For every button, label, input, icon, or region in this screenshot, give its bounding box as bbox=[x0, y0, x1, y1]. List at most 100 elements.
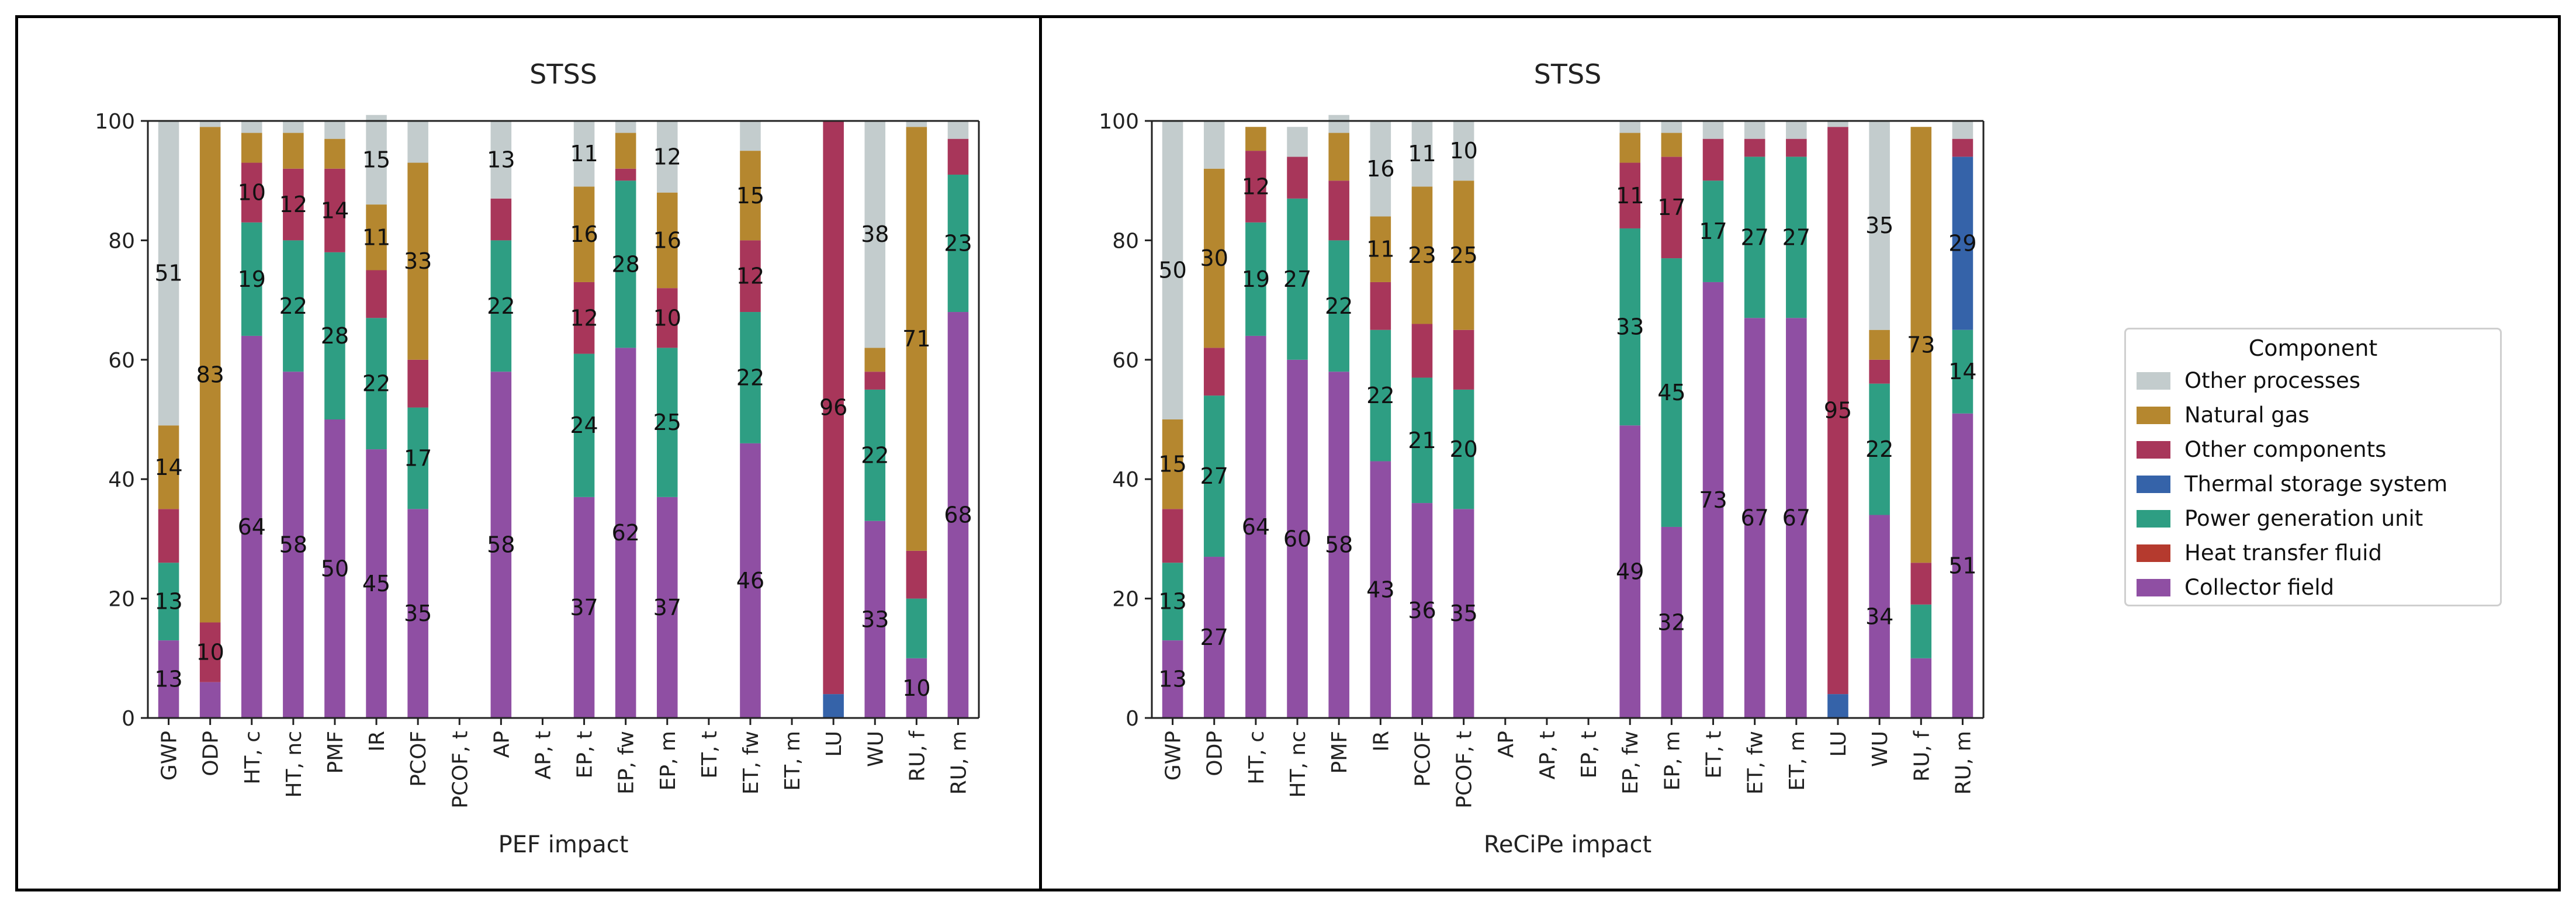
left-chart-panel: STSS 13 13 14 51 10 83 64 19 10 58 22 12 50 28 14 45 22 11… bbox=[15, 15, 1042, 891]
data-label: 10 bbox=[196, 640, 224, 665]
data-label: 45 bbox=[362, 571, 390, 596]
legend-swatch bbox=[2137, 441, 2170, 459]
x-tick-label-wu: WU bbox=[1868, 731, 1892, 767]
x-tick-label-ep-m: EP, m bbox=[1660, 731, 1684, 790]
y-tick-label: 100 bbox=[95, 110, 135, 134]
legend-item-collector-field: Collector field bbox=[2126, 570, 2500, 605]
bar-segment-pmf-natural-gas bbox=[1328, 133, 1349, 181]
bar-segment-lu-thermal-storage-system bbox=[1827, 694, 1848, 718]
data-label: 16 bbox=[1366, 156, 1394, 182]
data-label: 13 bbox=[487, 147, 515, 172]
y-tick-label: 100 bbox=[1099, 110, 1139, 134]
data-label: 12 bbox=[736, 263, 764, 289]
bar-segment-ht-c-natural-gas bbox=[241, 133, 262, 162]
bar-segment-odp-other-processes bbox=[1204, 121, 1225, 169]
data-label: 15 bbox=[1158, 452, 1186, 477]
bar-segment-ir-other-components bbox=[1370, 282, 1391, 330]
x-tick-label-pmf: PMF bbox=[1328, 731, 1352, 773]
x-tick-label-wu: WU bbox=[864, 731, 888, 767]
x-tick-label-ht-c: HT, c bbox=[1245, 731, 1269, 785]
legend-item-natural-gas: Natural gas bbox=[2126, 398, 2500, 432]
data-label: 30 bbox=[1200, 245, 1228, 271]
x-tick-label-gwp: GWP bbox=[158, 731, 182, 780]
data-label: 51 bbox=[154, 261, 182, 286]
bar-segment-ru-m-other-processes bbox=[948, 121, 969, 139]
x-tick-label-ht-nc: HT, nc bbox=[1286, 731, 1310, 798]
data-label: 73 bbox=[1907, 332, 1935, 358]
data-label: 27 bbox=[1283, 266, 1311, 292]
data-label: 17 bbox=[1699, 218, 1727, 244]
data-label: 17 bbox=[404, 445, 432, 471]
bar-segment-odp-other-components bbox=[1204, 348, 1225, 395]
x-tick-label-ru-m: RU, m bbox=[1951, 731, 1975, 794]
chart-title: STSS bbox=[1534, 58, 1602, 90]
data-label: 11 bbox=[362, 224, 390, 250]
data-label: 71 bbox=[902, 326, 930, 352]
bar-segment-et-m-other-processes bbox=[1786, 121, 1807, 139]
legend-label: Collector field bbox=[2184, 575, 2334, 600]
x-tick-label-ep-fw: EP, fw bbox=[1619, 731, 1643, 794]
legend-item-other-components: Other components bbox=[2126, 432, 2500, 467]
x-tick-label-ap: AP bbox=[490, 731, 514, 758]
bar-segment-ap-other-components bbox=[491, 199, 512, 241]
y-tick-label: 0 bbox=[1126, 707, 1139, 731]
legend-label: Other components bbox=[2184, 437, 2386, 462]
data-label: 29 bbox=[1948, 231, 1976, 256]
bar-segment-ep-fw-other-processes bbox=[1619, 121, 1640, 133]
pef-impact-chart: STSS131314511083641910582212502814452211… bbox=[18, 18, 1039, 889]
data-label: 35 bbox=[1865, 213, 1893, 238]
x-tick-label-ap-t: AP, t bbox=[531, 731, 555, 779]
data-label: 62 bbox=[611, 520, 639, 546]
data-label: 20 bbox=[1449, 436, 1477, 462]
data-label: 15 bbox=[736, 183, 764, 209]
data-label: 50 bbox=[321, 556, 349, 582]
data-label: 11 bbox=[1616, 183, 1644, 209]
x-tick-label-ap: AP bbox=[1494, 731, 1518, 758]
data-label: 96 bbox=[819, 395, 847, 421]
bar-segment-pmf-other-processes bbox=[324, 121, 345, 139]
data-label: 14 bbox=[321, 197, 349, 223]
bar-segment-ru-f-power-generation-unit bbox=[1910, 605, 1931, 658]
x-tick-label-pcof-t: PCOF, t bbox=[448, 731, 472, 809]
bar-segment-ir-other-components bbox=[366, 270, 387, 318]
x-axis-label: ReCiPe impact bbox=[1484, 831, 1651, 858]
y-tick-label: 60 bbox=[108, 349, 135, 373]
bar-segment-ru-m-other-components bbox=[948, 139, 969, 175]
x-tick-label-pcof: PCOF bbox=[407, 731, 431, 787]
x-axis-label: PEF impact bbox=[498, 831, 629, 858]
data-label: 17 bbox=[1657, 195, 1685, 220]
legend-label: Natural gas bbox=[2184, 403, 2310, 428]
legend-swatch bbox=[2137, 510, 2170, 528]
x-tick-label-pcof-t: PCOF, t bbox=[1453, 731, 1477, 809]
data-label: 27 bbox=[1200, 463, 1228, 489]
x-tick-label-lu: LU bbox=[822, 731, 846, 757]
data-label: 32 bbox=[1657, 609, 1685, 635]
data-label: 19 bbox=[1242, 266, 1270, 292]
data-label: 28 bbox=[321, 323, 349, 349]
y-tick-label: 60 bbox=[1112, 349, 1139, 373]
bar-segment-pcof-other-components bbox=[407, 360, 428, 408]
bar-segment-ep-fw-natural-gas bbox=[615, 133, 636, 168]
data-label: 36 bbox=[1408, 598, 1436, 623]
legend-item-power-generation-unit: Power generation unit bbox=[2126, 501, 2500, 536]
bar-segment-ep-fw-other-components bbox=[615, 169, 636, 181]
data-label: 15 bbox=[362, 147, 390, 172]
bar-segment-ru-f-power-generation-unit bbox=[906, 599, 927, 658]
data-label: 16 bbox=[653, 227, 681, 253]
data-label: 10 bbox=[1449, 138, 1477, 164]
data-label: 25 bbox=[653, 410, 681, 435]
data-label: 33 bbox=[1616, 314, 1644, 340]
data-label: 64 bbox=[238, 514, 266, 540]
data-label: 12 bbox=[570, 305, 598, 331]
data-label: 10 bbox=[238, 180, 266, 206]
data-label: 12 bbox=[279, 192, 307, 217]
data-label: 11 bbox=[570, 141, 598, 166]
data-label: 12 bbox=[1242, 174, 1270, 199]
data-label: 13 bbox=[154, 667, 182, 692]
x-tick-label-ap-t: AP, t bbox=[1536, 731, 1560, 779]
data-label: 51 bbox=[1948, 553, 1976, 578]
right-chart-panel: STSS 13 13 15 50 27 27 30 64 19 12 60 27 58 22 43 22 11 16… bbox=[1039, 15, 2561, 891]
x-tick-label-ht-nc: HT, nc bbox=[282, 731, 306, 798]
bar-segment-pmf-other-components bbox=[1328, 181, 1349, 240]
data-label: 10 bbox=[902, 675, 930, 701]
